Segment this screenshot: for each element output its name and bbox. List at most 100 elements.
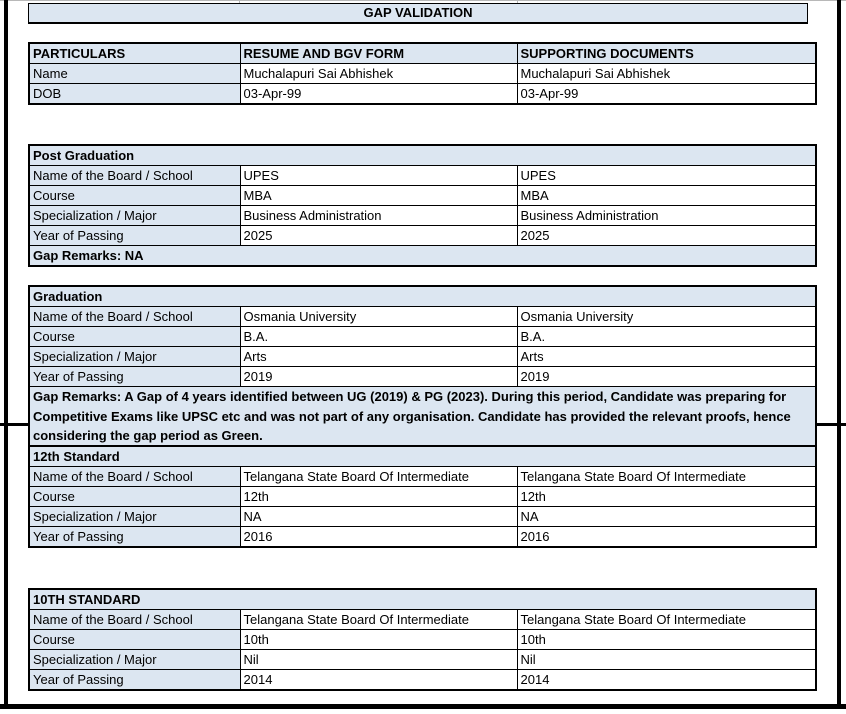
section-header-row: 12th Standard	[28, 445, 817, 467]
cell-board-resume: Osmania University	[239, 306, 518, 327]
cell-specialization-resume: NA	[239, 506, 518, 527]
row-label-specialization: Specialization / Major	[28, 506, 241, 527]
cell-specialization-resume: Arts	[239, 346, 518, 367]
table-row: Course 12th 12th	[28, 486, 817, 507]
cell-board-supporting: Osmania University	[516, 306, 817, 327]
row-label-year: Year of Passing	[28, 526, 241, 548]
table-row: Specialization / Major Arts Arts	[28, 346, 817, 367]
column-header-resume: RESUME AND BGV FORM	[239, 42, 518, 64]
cell-course-supporting: MBA	[516, 185, 817, 206]
section-header-row: Graduation	[28, 285, 817, 307]
section-title: Post Graduation	[28, 144, 817, 166]
table-row: Specialization / Major Nil Nil	[28, 649, 817, 670]
row-label-specialization: Specialization / Major	[28, 346, 241, 367]
page-border-right	[837, 0, 841, 708]
cell-specialization-resume: Nil	[239, 649, 518, 670]
table-row: Name of the Board / School Telangana Sta…	[28, 609, 817, 630]
cell-dob-supporting: 03-Apr-99	[516, 83, 817, 105]
row-label-specialization: Specialization / Major	[28, 205, 241, 226]
table-row: DOB 03-Apr-99 03-Apr-99	[28, 83, 817, 105]
page-border-left	[4, 0, 8, 708]
post-graduation-table: Post Graduation Name of the Board / Scho…	[28, 144, 817, 267]
cell-board-supporting: Telangana State Board Of Intermediate	[516, 609, 817, 630]
row-label-year: Year of Passing	[28, 366, 241, 387]
cell-course-resume: B.A.	[239, 326, 518, 347]
cell-specialization-supporting: Arts	[516, 346, 817, 367]
section-title: 10TH STANDARD	[28, 588, 817, 610]
gap-remarks-row: Gap Remarks: NA	[28, 245, 817, 267]
page-break-line-right	[815, 423, 846, 426]
row-label-course: Course	[28, 486, 241, 507]
cell-specialization-supporting: Business Administration	[516, 205, 817, 226]
row-label-board: Name of the Board / School	[28, 609, 241, 630]
cell-year-resume: 2019	[239, 366, 518, 387]
section-title: 12th Standard	[28, 445, 817, 467]
cell-course-supporting: 10th	[516, 629, 817, 650]
cell-course-supporting: B.A.	[516, 326, 817, 347]
row-label-name: Name	[28, 63, 241, 84]
cell-year-supporting: 2014	[516, 669, 817, 691]
cell-year-resume: 2025	[239, 225, 518, 246]
column-header-particulars: PARTICULARS	[28, 42, 241, 64]
row-label-board: Name of the Board / School	[28, 165, 241, 186]
table-row: Year of Passing 2019 2019	[28, 366, 817, 387]
cell-dob-resume: 03-Apr-99	[239, 83, 518, 105]
graduation-table: Graduation Name of the Board / School Os…	[28, 285, 817, 448]
table-row: Name of the Board / School Osmania Unive…	[28, 306, 817, 327]
page-break-line-left	[0, 423, 28, 426]
table-row: Name of the Board / School Telangana Sta…	[28, 466, 817, 487]
section-header-row: Post Graduation	[28, 144, 817, 166]
row-label-specialization: Specialization / Major	[28, 649, 241, 670]
twelfth-standard-table: 12th Standard Name of the Board / School…	[28, 445, 817, 548]
tenth-standard-table: 10TH STANDARD Name of the Board / School…	[28, 588, 818, 691]
column-header-supporting: SUPPORTING DOCUMENTS	[516, 42, 817, 64]
cell-specialization-supporting: NA	[516, 506, 817, 527]
gridline-tick	[517, 0, 518, 4]
cell-year-supporting: 2019	[516, 366, 817, 387]
cell-course-supporting: 12th	[516, 486, 817, 507]
row-label-course: Course	[28, 629, 241, 650]
section-header-row: 10TH STANDARD	[28, 588, 817, 610]
gap-remarks: Gap Remarks: A Gap of 4 years identified…	[28, 385, 817, 448]
cell-name-resume: Muchalapuri Sai Abhishek	[239, 63, 518, 84]
cell-name-supporting: Muchalapuri Sai Abhishek	[516, 63, 817, 84]
cell-board-resume: Telangana State Board Of Intermediate	[239, 466, 518, 487]
gap-remarks: Gap Remarks: NA	[28, 245, 817, 267]
table-row: Specialization / Major NA NA	[28, 506, 817, 527]
table-header-row: PARTICULARS RESUME AND BGV FORM SUPPORTI…	[28, 42, 817, 64]
table-row: Course MBA MBA	[28, 185, 817, 206]
cell-course-resume: MBA	[239, 185, 518, 206]
table-row: Specialization / Major Business Administ…	[28, 205, 817, 226]
table-row: Name of the Board / School UPES UPES	[28, 165, 817, 186]
row-label-board: Name of the Board / School	[28, 466, 241, 487]
gap-remarks-row: Gap Remarks: A Gap of 4 years identified…	[28, 385, 817, 448]
top-gridline	[0, 0, 846, 1]
cell-specialization-supporting: Nil	[516, 649, 817, 670]
row-label-course: Course	[28, 326, 241, 347]
table-row: Year of Passing 2014 2014	[28, 669, 817, 691]
gridline-tick	[239, 0, 240, 4]
row-label-dob: DOB	[28, 83, 241, 105]
row-label-year: Year of Passing	[28, 225, 241, 246]
row-label-board: Name of the Board / School	[28, 306, 241, 327]
cell-board-supporting: UPES	[516, 165, 817, 186]
particulars-table: PARTICULARS RESUME AND BGV FORM SUPPORTI…	[28, 42, 817, 105]
section-title: Graduation	[28, 285, 817, 307]
table-row: Year of Passing 2025 2025	[28, 225, 817, 246]
table-row: Course 10th 10th	[28, 629, 817, 650]
table-row: Course B.A. B.A.	[28, 326, 817, 347]
cell-year-supporting: 2016	[516, 526, 817, 548]
table-row: Name Muchalapuri Sai Abhishek Muchalapur…	[28, 63, 817, 84]
page-border-bottom	[0, 704, 846, 709]
cell-specialization-resume: Business Administration	[239, 205, 518, 226]
row-label-course: Course	[28, 185, 241, 206]
cell-year-resume: 2014	[239, 669, 518, 691]
cell-year-supporting: 2025	[516, 225, 817, 246]
table-row: Year of Passing 2016 2016	[28, 526, 817, 548]
page-title: GAP VALIDATION	[28, 3, 808, 24]
cell-course-resume: 10th	[239, 629, 518, 650]
cell-board-resume: Telangana State Board Of Intermediate	[239, 609, 518, 630]
cell-year-resume: 2016	[239, 526, 518, 548]
cell-board-supporting: Telangana State Board Of Intermediate	[516, 466, 817, 487]
